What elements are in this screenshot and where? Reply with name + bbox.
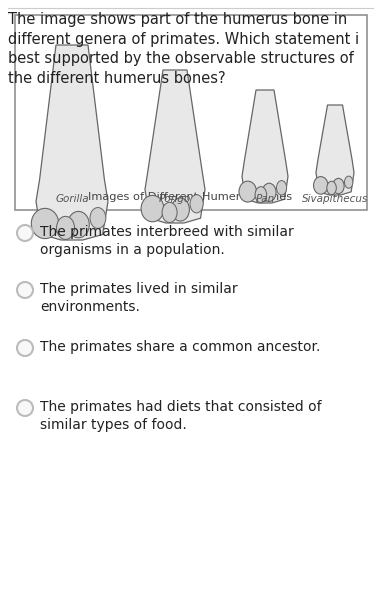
Ellipse shape: [262, 183, 276, 202]
Ellipse shape: [344, 176, 353, 188]
Polygon shape: [36, 45, 108, 240]
Ellipse shape: [56, 217, 75, 239]
Polygon shape: [145, 70, 205, 223]
Bar: [15, 15, 367, 210]
Ellipse shape: [314, 176, 328, 194]
Ellipse shape: [68, 211, 89, 238]
Ellipse shape: [327, 181, 336, 194]
Text: The primates share a common ancestor.: The primates share a common ancestor.: [40, 340, 320, 354]
Circle shape: [17, 340, 33, 356]
Text: Sivapithecus: Sivapithecus: [302, 194, 368, 204]
Polygon shape: [316, 105, 354, 195]
Text: Gorilla: Gorilla: [55, 194, 89, 204]
Ellipse shape: [31, 208, 59, 239]
Text: The primates interbreed with similar
organisms in a population.: The primates interbreed with similar org…: [40, 225, 294, 257]
Ellipse shape: [277, 181, 287, 195]
Text: The primates lived in similar
environments.: The primates lived in similar environmen…: [40, 282, 238, 314]
Ellipse shape: [190, 194, 203, 213]
Text: Pan: Pan: [255, 194, 275, 204]
Ellipse shape: [239, 181, 256, 202]
Text: Pongo: Pongo: [159, 194, 191, 204]
Ellipse shape: [90, 208, 106, 229]
Circle shape: [17, 400, 33, 416]
Text: The image shows part of the humerus bone in
different genera of primates. Which : The image shows part of the humerus bone…: [8, 12, 359, 86]
Circle shape: [17, 225, 33, 241]
Ellipse shape: [333, 178, 344, 194]
Ellipse shape: [255, 187, 267, 203]
Ellipse shape: [141, 196, 164, 222]
Circle shape: [17, 282, 33, 298]
Text: Images of Different Humerus Bones: Images of Different Humerus Bones: [88, 192, 293, 202]
Ellipse shape: [162, 202, 177, 223]
Polygon shape: [242, 90, 288, 203]
Text: The primates had diets that consisted of
similar types of food.: The primates had diets that consisted of…: [40, 400, 322, 432]
Ellipse shape: [171, 198, 189, 221]
